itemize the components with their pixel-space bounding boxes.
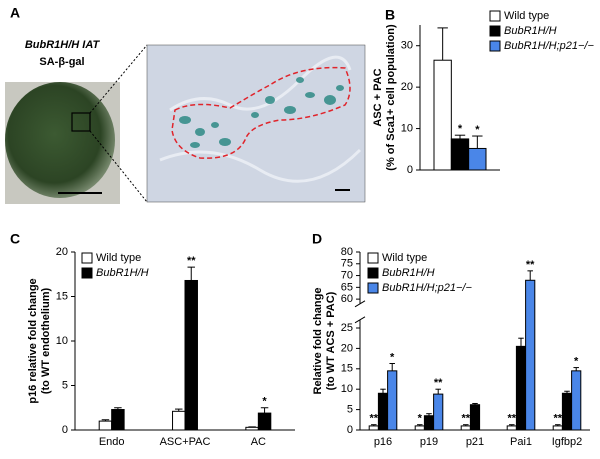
bar (460, 425, 471, 431)
significance: * (390, 351, 395, 363)
zoom-line (89, 44, 148, 114)
bar (98, 420, 113, 431)
significance: * (418, 413, 423, 425)
bar (368, 425, 379, 431)
bar (433, 393, 444, 431)
y-tick-label: 80 (341, 246, 353, 258)
y-axis-label: (% of Sca1+ cell population) (385, 24, 397, 171)
significance: * (475, 124, 480, 136)
zoom-line (89, 130, 148, 203)
tissue-photo (5, 82, 120, 204)
bar (525, 279, 536, 431)
y-axis-label: (to WT endothelium) (40, 288, 52, 395)
y-tick-label: 75 (341, 258, 353, 270)
y-tick-label: 10 (56, 335, 68, 347)
significance: ** (526, 259, 535, 271)
bar (387, 370, 398, 431)
significance: * (262, 396, 267, 408)
panel-letter: D (312, 231, 322, 247)
legend-label: Wild type (382, 252, 427, 264)
y-axis-label: (to WT ACS + PAC) (325, 291, 337, 390)
x-tick-label: p21 (466, 436, 484, 448)
bar (414, 425, 425, 431)
bar (245, 426, 259, 431)
bar (450, 138, 470, 171)
axis-break (354, 300, 366, 308)
x-tick-label: p19 (420, 436, 438, 448)
x-tick-label: Endo (99, 436, 125, 448)
y-tick-label: 20 (56, 246, 68, 258)
legend-swatch (81, 252, 93, 264)
bar (468, 147, 487, 171)
y-tick-label: 20 (341, 342, 353, 354)
bar (172, 410, 186, 431)
legend-swatch (81, 267, 93, 279)
panel-letter: B (385, 7, 395, 23)
legend-swatch (367, 267, 379, 279)
legend-swatch (367, 282, 379, 294)
bar (515, 345, 527, 431)
panel-letter: C (10, 231, 20, 247)
legend-label: Wild type (504, 10, 549, 22)
panel-a-stain: SA-β-gal (39, 56, 84, 68)
bar (257, 412, 272, 431)
y-tick-label: 65 (341, 281, 353, 293)
significance: ** (462, 413, 471, 425)
bar (571, 370, 582, 431)
legend-label: BubR1H/H (382, 267, 435, 279)
panel-letter: A (10, 5, 20, 21)
bar (469, 404, 481, 431)
bar (184, 279, 198, 431)
x-tick-label: AC (251, 436, 266, 448)
x-tick-label: p16 (374, 436, 392, 448)
x-tick-label: Igfbp2 (552, 436, 583, 448)
legend-label: BubR1H/H (96, 267, 149, 279)
y-tick-label: 30 (401, 40, 413, 52)
y-tick-label: 0 (347, 424, 353, 436)
legend-label: BubR1H/H (504, 25, 557, 37)
bar (506, 425, 517, 431)
significance: * (574, 355, 579, 367)
y-tick-label: 15 (56, 290, 68, 302)
legend-swatch (489, 25, 501, 37)
legend-label: BubR1H/H;p21−/− (382, 282, 472, 294)
bar (111, 409, 125, 431)
y-tick-label: 5 (347, 404, 353, 416)
y-axis-label: p16 relative fold change (27, 278, 39, 403)
y-axis-label: Relative fold change (312, 288, 324, 395)
significance: ** (187, 255, 196, 267)
y-tick-label: 10 (341, 383, 353, 395)
bar (561, 392, 573, 431)
panel-a-title: BubR1H/H IAT (25, 39, 101, 51)
y-tick-label: 15 (341, 363, 353, 375)
axis-break (354, 316, 366, 324)
x-tick-label: ASC+PAC (160, 436, 211, 448)
significance: ** (508, 413, 517, 425)
legend-swatch (489, 40, 501, 52)
bar (377, 392, 389, 431)
legend-label: BubR1H/H;p21−/− (504, 40, 594, 52)
x-tick-label: Pai1 (510, 436, 532, 448)
significance: ** (370, 413, 379, 425)
significance: * (458, 123, 463, 135)
significance: ** (434, 377, 443, 389)
bar (433, 59, 452, 171)
y-tick-label: 10 (401, 122, 413, 134)
zoom-photo (146, 44, 366, 203)
y-tick-label: 5 (62, 379, 68, 391)
bar (552, 425, 563, 431)
y-tick-label: 0 (62, 424, 68, 436)
y-tick-label: 60 (341, 293, 353, 305)
y-tick-label: 0 (407, 164, 413, 176)
legend-swatch (489, 10, 501, 22)
y-tick-label: 25 (341, 322, 353, 334)
y-tick-label: 70 (341, 269, 353, 281)
legend-swatch (367, 252, 379, 264)
bar (423, 415, 435, 431)
legend-label: Wild type (96, 252, 141, 264)
y-tick-label: 20 (401, 81, 413, 93)
y-axis-label: ASC + PAC (372, 68, 384, 126)
significance: ** (554, 413, 563, 425)
